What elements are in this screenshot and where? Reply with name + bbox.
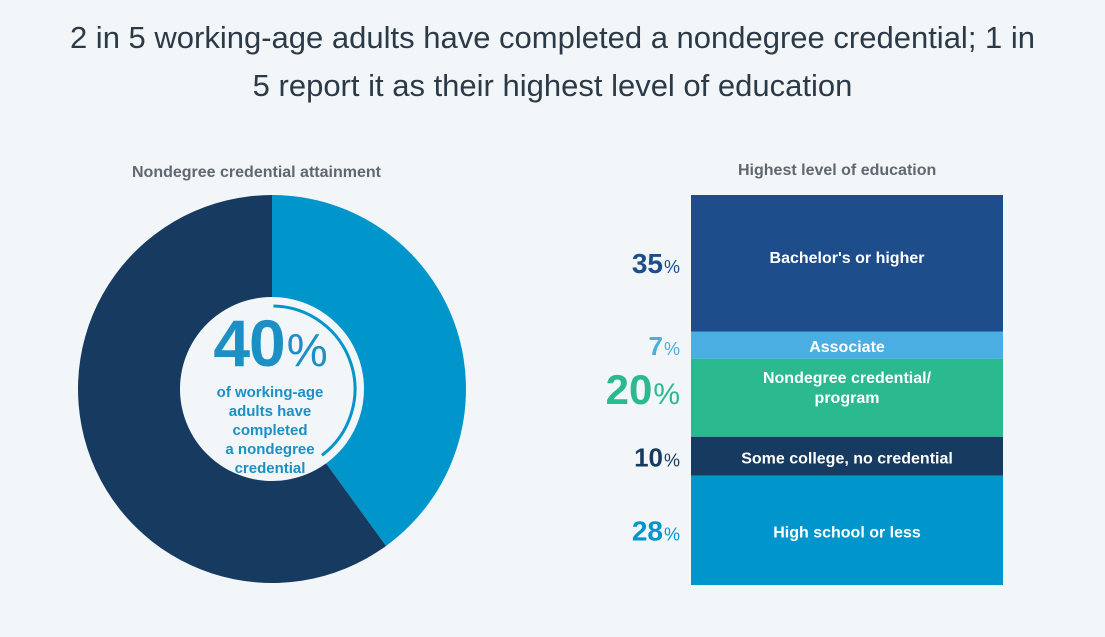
segment-percent: 35% bbox=[632, 248, 680, 279]
bar-segment bbox=[691, 475, 1003, 585]
segment-percent: 20% bbox=[606, 366, 680, 413]
donut-center-value: 40% bbox=[180, 310, 360, 383]
caption-line: completed bbox=[232, 422, 308, 439]
segment-percent: 10% bbox=[634, 442, 680, 472]
bar-segment bbox=[691, 358, 1003, 437]
caption-line: of working-age bbox=[216, 384, 324, 401]
stacked-bar-chart: Bachelor's or higher 35% Associate 7% Nondeg… bbox=[606, 195, 1003, 585]
headline-line-1: 2 in 5 working-age adults have completed… bbox=[69, 20, 1036, 55]
chart-headline: 2 in 5 working-age adults have completed… bbox=[0, 14, 1105, 110]
donut-slice-remaining bbox=[77, 195, 387, 583]
donut-inner-arc bbox=[273, 304, 357, 457]
caption-line: a nondegree bbox=[225, 441, 315, 458]
segment-label: Nondegree credential/ bbox=[763, 370, 932, 387]
donut-center-caption: of working-age adults have completed a n… bbox=[180, 383, 360, 478]
bar-segment bbox=[691, 436, 1003, 476]
segment-percent: 28% bbox=[632, 515, 680, 546]
segment-label: program bbox=[815, 390, 880, 407]
segment-label: Bachelor's or higher bbox=[770, 250, 925, 267]
bar-segment bbox=[691, 331, 1003, 359]
segment-label: Associate bbox=[809, 339, 885, 356]
caption-line: credential bbox=[234, 460, 306, 477]
stacked-bar-title: Highest level of education bbox=[738, 162, 937, 179]
donut-center-unit: % bbox=[286, 324, 328, 376]
donut-chart-title: Nondegree credential attainment bbox=[132, 164, 381, 181]
segment-label: Some college, no credential bbox=[741, 450, 953, 467]
headline-line-2: 5 report it as their highest level of ed… bbox=[252, 68, 853, 103]
caption-line: adults have bbox=[228, 403, 312, 420]
donut-center-number: 40 bbox=[213, 306, 285, 380]
segment-percent: 7% bbox=[649, 331, 680, 361]
donut-slice-completed bbox=[272, 195, 466, 546]
bar-segment bbox=[691, 195, 1003, 332]
donut-center-label: 40% of working-age adults have completed… bbox=[180, 310, 360, 478]
donut-chart bbox=[77, 195, 466, 583]
segment-label: High school or less bbox=[773, 524, 921, 541]
